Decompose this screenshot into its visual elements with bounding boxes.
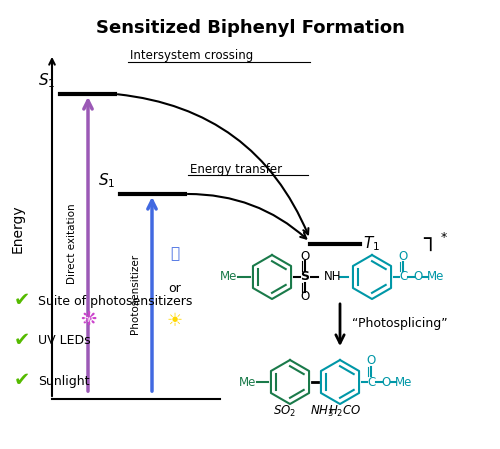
Text: $NH_3$: $NH_3$ (310, 404, 334, 418)
Text: ┐: ┐ (424, 231, 436, 251)
Text: ☀: ☀ (167, 312, 183, 330)
Text: NH: NH (324, 270, 342, 283)
Text: ❋: ❋ (80, 309, 96, 329)
Text: S: S (300, 270, 310, 283)
Text: O: O (398, 250, 407, 263)
Text: $T_1$: $T_1$ (363, 235, 380, 253)
Text: Me: Me (428, 270, 444, 283)
Text: C: C (399, 270, 407, 283)
Text: Me: Me (396, 375, 412, 388)
Text: 💡: 💡 (170, 247, 179, 261)
Text: $S_1$: $S_1$ (98, 172, 115, 190)
Text: Direct exitation: Direct exitation (67, 204, 77, 284)
Text: UV LEDs: UV LEDs (38, 335, 90, 348)
Text: O: O (300, 250, 310, 263)
Text: Me: Me (220, 270, 237, 283)
Text: ✔: ✔ (14, 331, 30, 351)
Text: Sensitized Biphenyl Formation: Sensitized Biphenyl Formation (96, 19, 405, 37)
Text: C: C (367, 375, 375, 388)
Text: Energy transfer: Energy transfer (190, 163, 282, 176)
Text: ✔: ✔ (14, 371, 30, 391)
Text: $SO_2$: $SO_2$ (274, 404, 296, 418)
Text: Me: Me (238, 375, 256, 388)
Text: Sunlight: Sunlight (38, 374, 90, 387)
Text: O: O (382, 375, 390, 388)
Text: $H_2CO$: $H_2CO$ (328, 404, 362, 418)
Text: Energy: Energy (11, 205, 25, 253)
Text: $S_1$: $S_1$ (38, 71, 55, 90)
Text: hν: hν (83, 314, 93, 323)
Text: or: or (168, 282, 181, 295)
Text: Photosensitizer: Photosensitizer (130, 254, 140, 334)
Text: O: O (366, 355, 376, 367)
Text: O: O (414, 270, 422, 283)
Text: *: * (441, 230, 448, 243)
Text: “Photosplicing”: “Photosplicing” (352, 317, 448, 330)
Text: ✔: ✔ (14, 291, 30, 311)
Text: Suite of photosensitizers: Suite of photosensitizers (38, 295, 192, 308)
Text: Intersystem crossing: Intersystem crossing (130, 49, 254, 62)
Text: O: O (300, 291, 310, 304)
